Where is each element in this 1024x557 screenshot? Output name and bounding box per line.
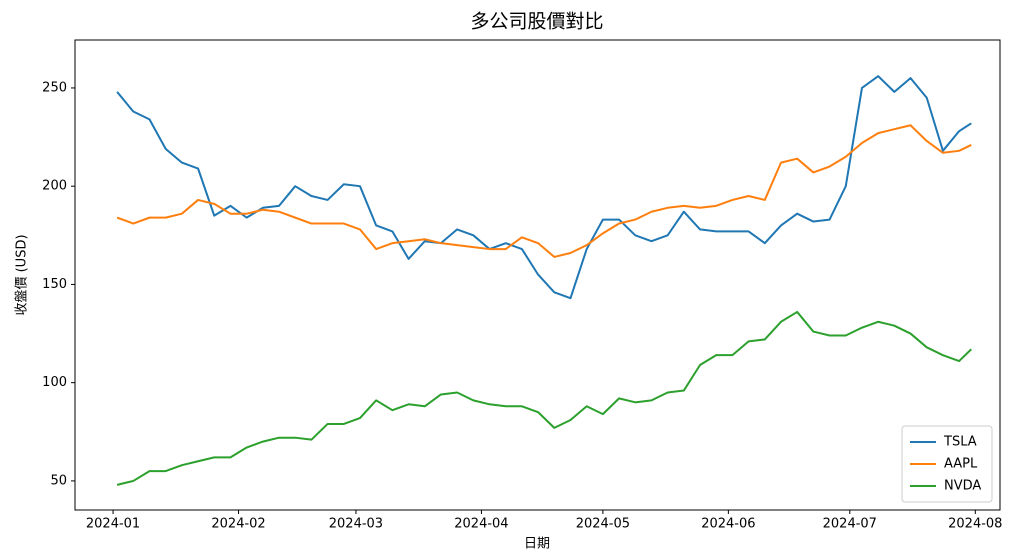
legend-label: NVDA xyxy=(944,479,981,494)
legend-label: AAPL xyxy=(944,457,978,472)
x-tick-label: 2024-06 xyxy=(701,517,755,532)
y-tick-label: 250 xyxy=(42,80,67,95)
y-tick-label: 100 xyxy=(42,375,67,390)
x-axis-label: 日期 xyxy=(524,537,550,552)
x-tick-label: 2024-04 xyxy=(454,517,508,532)
x-tick-label: 2024-05 xyxy=(576,517,630,532)
line-series xyxy=(116,124,972,258)
line-series xyxy=(116,75,972,300)
legend-label: TSLA xyxy=(943,435,977,450)
line-series xyxy=(116,310,972,486)
x-tick-label: 2024-07 xyxy=(823,517,877,532)
legend-box xyxy=(901,425,993,503)
y-tick-label: 50 xyxy=(50,473,67,488)
y-tick-label: 150 xyxy=(42,277,67,292)
y-tick-label: 200 xyxy=(42,179,67,194)
y-axis-label: 收盤價 (USD) xyxy=(15,234,30,315)
x-tick-label: 2024-08 xyxy=(948,517,1002,532)
plot-area xyxy=(74,39,1001,511)
legend: TSLA AAPL NVDA xyxy=(901,425,993,503)
x-tick-label: 2024-02 xyxy=(211,517,265,532)
x-tick-label: 2024-01 xyxy=(86,517,140,532)
x-tick-label: 2024-03 xyxy=(329,517,383,532)
chart-title: 多公司股價對比 xyxy=(470,11,603,33)
